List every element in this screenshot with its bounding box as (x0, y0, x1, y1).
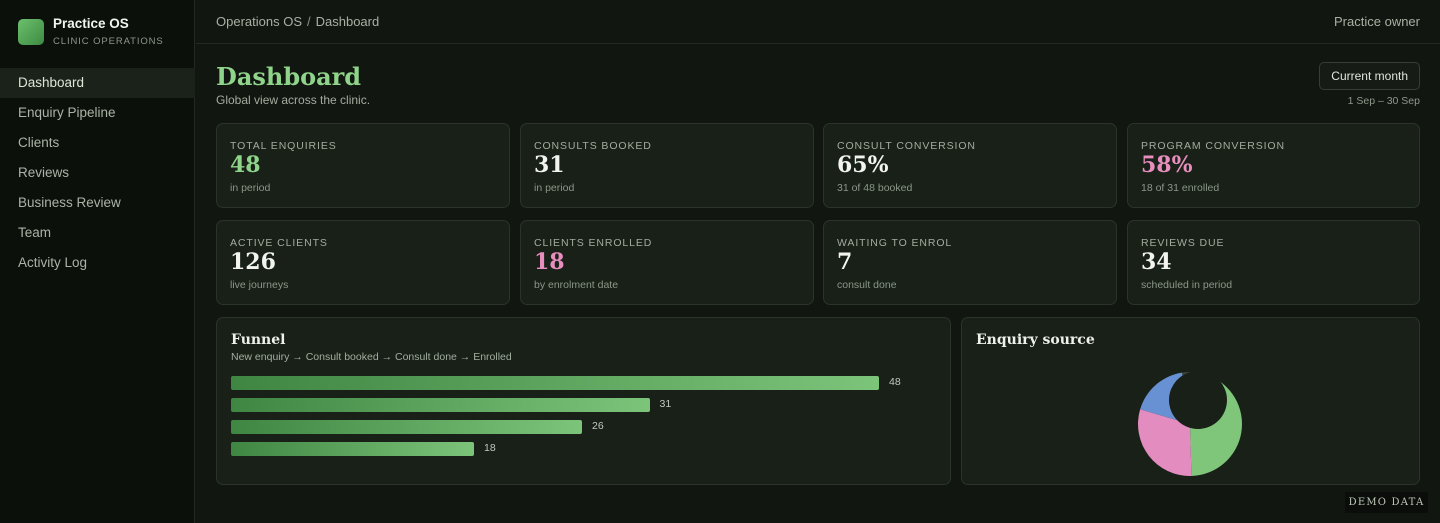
sidebar-item-reviews[interactable]: Reviews (18, 165, 70, 180)
kpi-card-active-clients[interactable]: ACTIVE CLIENTS 126 live journeys (216, 220, 510, 305)
funnel-bar-consult-booked (231, 398, 650, 412)
sidebar-item-clients[interactable]: Clients (18, 135, 60, 150)
funnel-value-consult-booked: 31 (659, 398, 672, 410)
topbar: Operations OS / Dashboard Practice owner (196, 0, 1440, 44)
brand[interactable]: Practice OS CLINIC OPERATIONS (18, 16, 164, 47)
kpi-card-consult-conversion[interactable]: CONSULT CONVERSION 65% 31 of 48 booked (823, 123, 1117, 208)
user-role-menu[interactable]: Practice owner (1334, 14, 1420, 29)
funnel-panel: Funnel New enquiry → Consult booked → Co… (216, 317, 951, 485)
kpi-value: 48 (230, 152, 261, 178)
funnel-value-enrolled: 18 (484, 442, 496, 454)
kpi-note: in period (534, 182, 575, 194)
enquiry-source-title: Enquiry source (976, 332, 1095, 348)
brand-text: Practice OS CLINIC OPERATIONS (53, 16, 164, 47)
kpi-label: ACTIVE CLIENTS (230, 237, 328, 249)
kpi-note: in period (230, 182, 271, 194)
kpi-label: REVIEWS DUE (1141, 237, 1225, 249)
funnel-title: Funnel (231, 332, 286, 348)
funnel-bar-enrolled (231, 442, 474, 456)
kpi-value: 7 (837, 249, 853, 275)
kpi-label: CLIENTS ENROLLED (534, 237, 653, 249)
funnel-value-consult-done: 26 (592, 420, 604, 432)
kpi-card-clients-enrolled[interactable]: CLIENTS ENROLLED 18 by enrolment date (520, 220, 814, 305)
pie-slice-2[interactable] (1138, 409, 1192, 476)
kpi-note: 18 of 31 enrolled (1141, 182, 1220, 194)
enquiry-source-panel: Enquiry source (961, 317, 1420, 485)
kpi-label: WAITING TO ENROL (837, 237, 953, 249)
kpi-note: by enrolment date (534, 279, 619, 291)
sidebar-item-dashboard[interactable]: Dashboard (0, 68, 195, 98)
kpi-label: CONSULTS BOOKED (534, 140, 652, 152)
kpi-card-waiting-to-enrol[interactable]: WAITING TO ENROL 7 consult done (823, 220, 1117, 305)
kpi-card-consults-booked[interactable]: CONSULTS BOOKED 31 in period (520, 123, 814, 208)
sidebar-item-enquiry-pipeline[interactable]: Enquiry Pipeline (18, 105, 116, 120)
funnel-bar-new-enquiry (231, 376, 879, 390)
funnel-bar-consult-done (231, 420, 582, 434)
sidebar: Practice OS CLINIC OPERATIONS Dashboard … (0, 0, 195, 523)
sidebar-item-activity-log[interactable]: Activity Log (18, 255, 88, 270)
app-logo-icon (18, 18, 44, 45)
brand-title: Practice OS (53, 16, 129, 31)
breadcrumb-current: Dashboard (315, 14, 380, 29)
kpi-card-program-conversion[interactable]: PROGRAM CONVERSION 58% 18 of 31 enrolled (1127, 123, 1420, 208)
kpi-value: 58% (1141, 152, 1193, 178)
period-select-button[interactable]: Current month (1319, 62, 1420, 90)
kpi-value: 18 (534, 249, 565, 275)
enquiry-source-pie-chart (1138, 371, 1242, 476)
kpi-note: consult done (837, 279, 897, 291)
pie-center-hole (1169, 371, 1227, 429)
period-range: 1 Sep – 30 Sep (1347, 95, 1420, 107)
sidebar-nav: Dashboard Enquiry Pipeline Clients Revie… (0, 68, 195, 278)
breadcrumb: Operations OS / Dashboard (216, 14, 379, 29)
demo-data-badge: DEMO DATA (1345, 492, 1428, 513)
kpi-note: scheduled in period (1141, 279, 1233, 291)
kpi-note: 31 of 48 booked (837, 182, 913, 194)
kpi-card-reviews-due[interactable]: REVIEWS DUE 34 scheduled in period (1127, 220, 1420, 305)
page-title: Dashboard (216, 62, 362, 91)
funnel-subtitle: New enquiry → Consult booked → Consult d… (231, 351, 512, 363)
brand-subtitle: CLINIC OPERATIONS (53, 36, 164, 47)
breadcrumb-root[interactable]: Operations OS (216, 14, 302, 29)
page-subtitle: Global view across the clinic. (216, 93, 371, 107)
kpi-note: live journeys (230, 279, 289, 291)
sidebar-item-business-review[interactable]: Business Review (18, 195, 121, 210)
kpi-card-total-enquiries[interactable]: TOTAL ENQUIRIES 48 in period (216, 123, 510, 208)
kpi-label: TOTAL ENQUIRIES (230, 140, 337, 152)
kpi-value: 126 (230, 249, 276, 275)
funnel-value-new-enquiry: 48 (889, 376, 901, 388)
kpi-value: 31 (534, 152, 565, 178)
sidebar-item-team[interactable]: Team (18, 225, 52, 240)
breadcrumb-separator: / (307, 14, 311, 29)
kpi-label: PROGRAM CONVERSION (1141, 140, 1285, 152)
kpi-value: 34 (1141, 249, 1172, 275)
kpi-label: CONSULT CONVERSION (837, 140, 976, 152)
kpi-value: 65% (837, 152, 889, 178)
